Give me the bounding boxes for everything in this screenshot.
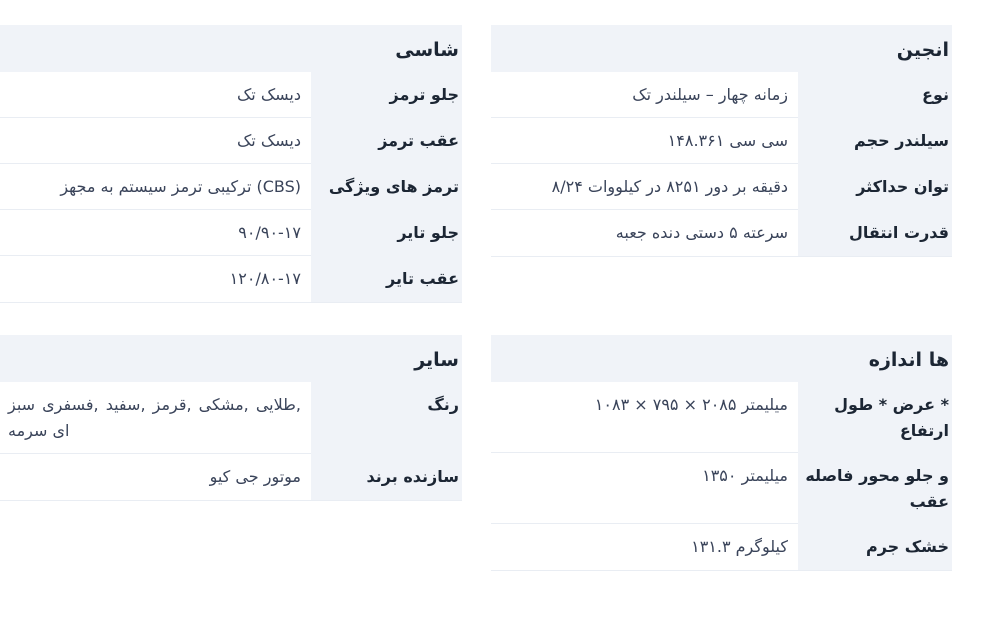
table-row: ۹۰/۹۰‎-‎۱۷ تایر‎ جلو — [0, 210, 462, 256]
table-row: ۱۳۱.۳‎ کیلوگرم جرم‎ خشک — [491, 524, 952, 571]
spec-label-brake-features: ویژگی‎ های‎ ترمز — [311, 164, 462, 210]
spec-label-front-tire: تایر‎ جلو — [311, 210, 462, 256]
engine-spec-table: انجین تک‎ سیلندر‎ –‎ چهار‎ زمانه نوع ۱۴۸… — [491, 25, 952, 257]
table-row: ۱۴۸.۳۶۱‎ سی‎ سی حجم‎ سیلندر — [491, 118, 952, 164]
table-row: سبز‎ فسفری,‎ سفید,‎ قرمز,‎ مشکی,‎ طلایی,… — [0, 382, 462, 454]
spec-value-front-tire: ۹۰/۹۰‎-‎۱۷ — [0, 210, 311, 256]
spec-value-rear-brake: تک‎ دیسک — [0, 118, 311, 164]
spec-label-lwh: طول‎ *‎ عرض‎ *‎ ارتفاع — [798, 382, 952, 453]
table-row: کیو‎ جی‎ موتور برند‎ سازنده — [0, 454, 462, 501]
spec-value-brake-features: مجهز‎ به‎ سیستم‎ ترمز‎ ترکیبی‎ (CBS) — [0, 164, 311, 210]
spec-value-engine-type: تک‎ سیلندر‎ –‎ چهار‎ زمانه — [491, 72, 798, 118]
dimensions-section-title: اندازه‎ ها — [868, 348, 949, 371]
table-row: مجهز‎ به‎ سیستم‎ ترمز‎ ترکیبی‎ (CBS) ویژ… — [0, 164, 462, 210]
spec-value-max-power: ۸/۲۴‎ کیلووات‎ در‎ ۸۲۵۱‎ دور‎ بر‎ دقیقه — [491, 164, 798, 210]
spec-label-brand: برند‎ سازنده — [311, 454, 462, 500]
spec-value-transmission: جعبه‎ دنده‎ دستی‎ ۵‎ سرعته — [491, 210, 798, 256]
spec-value-wheelbase: ۱۳۵۰‎ میلیمتر — [491, 453, 798, 524]
spec-value-lwh: ۱۰۸۳‎ ×‎ ۷۹۵‎ ×‎ ۲۰۸۵‎ میلیمتر — [491, 382, 798, 453]
other-spec-table: سایر سبز‎ فسفری,‎ سفید,‎ قرمز,‎ مشکی,‎ ط… — [0, 335, 462, 501]
spec-label-rear-brake: ترمز‎ عقب — [311, 118, 462, 164]
table-row: تک‎ سیلندر‎ –‎ چهار‎ زمانه نوع — [491, 72, 952, 118]
chassis-section-header: شاسی — [0, 25, 462, 72]
table-row: جعبه‎ دنده‎ دستی‎ ۵‎ سرعته انتقال‎ قدرت — [491, 210, 952, 257]
dimensions-section-header: اندازه‎ ها — [491, 335, 952, 382]
other-section-header: سایر — [0, 335, 462, 382]
table-row: ۱۲۰/۸۰‎-‎۱۷ تایر‎ عقب — [0, 256, 462, 303]
spec-label-dry-mass: جرم‎ خشک — [798, 524, 952, 570]
spec-value-rear-tire: ۱۲۰/۸۰‎-‎۱۷ — [0, 256, 311, 302]
spec-label-displacement: حجم‎ سیلندر — [798, 118, 952, 164]
spec-label-max-power: حداکثر‎ توان — [798, 164, 952, 210]
table-row: ۱۳۵۰‎ میلیمتر فاصله‎ محور‎ جلو‎ و‎ عقب — [491, 453, 952, 524]
table-row: تک‎ دیسک ترمز‎ عقب — [0, 118, 462, 164]
spec-value-displacement: ۱۴۸.۳۶۱‎ سی‎ سی — [491, 118, 798, 164]
table-row: تک‎ دیسک ترمز‎ جلو — [0, 72, 462, 118]
engine-section-header: انجین — [491, 25, 952, 72]
spec-label-rear-tire: تایر‎ عقب — [311, 256, 462, 302]
spec-label-transmission: انتقال‎ قدرت — [798, 210, 952, 256]
table-row: ۱۰۸۳‎ ×‎ ۷۹۵‎ ×‎ ۲۰۸۵‎ میلیمتر طول‎ *‎ ع… — [491, 382, 952, 453]
spec-label-engine-type: نوع — [798, 72, 952, 118]
spec-value-brand: کیو‎ جی‎ موتور — [0, 454, 311, 500]
spec-value-front-brake: تک‎ دیسک — [0, 72, 311, 118]
chassis-spec-table: شاسی تک‎ دیسک ترمز‎ جلو تک‎ دیسک ترمز‎ ع… — [0, 25, 462, 303]
spec-label-wheelbase: فاصله‎ محور‎ جلو‎ و‎ عقب — [798, 453, 952, 524]
other-section-title: سایر — [414, 348, 459, 371]
table-row: ۸/۲۴‎ کیلووات‎ در‎ ۸۲۵۱‎ دور‎ بر‎ دقیقه … — [491, 164, 952, 210]
spec-value-colors: سبز‎ فسفری,‎ سفید,‎ قرمز,‎ مشکی,‎ طلایی,… — [0, 382, 311, 454]
chassis-section-title: شاسی — [395, 38, 459, 61]
spec-value-dry-mass: ۱۳۱.۳‎ کیلوگرم — [491, 524, 798, 570]
spec-label-front-brake: ترمز‎ جلو — [311, 72, 462, 118]
engine-section-title: انجین — [896, 38, 949, 61]
dimensions-spec-table: اندازه‎ ها ۱۰۸۳‎ ×‎ ۷۹۵‎ ×‎ ۲۰۸۵‎ میلیمت… — [491, 335, 952, 571]
spec-label-colors: رنگ — [311, 382, 462, 454]
